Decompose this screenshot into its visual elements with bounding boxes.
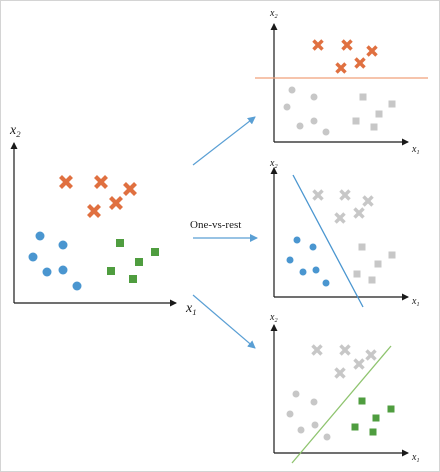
cross-point xyxy=(335,62,347,74)
p1-y-axis-label: x2 xyxy=(269,8,278,20)
circle-point xyxy=(322,279,330,287)
square-point xyxy=(116,239,124,247)
cross-point xyxy=(366,45,378,57)
cross-point xyxy=(94,175,108,189)
p3-points xyxy=(286,344,395,441)
cross-point xyxy=(109,196,123,210)
cross-point xyxy=(312,189,324,201)
main-plot: x2 x1 xyxy=(9,123,197,317)
square-point xyxy=(135,258,143,266)
circle-point xyxy=(311,421,319,429)
circle-point xyxy=(299,268,307,276)
square-point xyxy=(352,117,360,125)
cross-point xyxy=(353,207,365,219)
circle-point xyxy=(292,390,300,398)
arrow-to-square-panel xyxy=(192,294,256,349)
cross-point xyxy=(354,57,366,69)
cross-point xyxy=(365,349,377,361)
cross-point xyxy=(312,39,324,51)
square-point xyxy=(151,248,159,256)
circle-point xyxy=(72,281,82,291)
p2-decision-boundary xyxy=(292,174,364,308)
circle-point xyxy=(283,103,291,111)
square-point xyxy=(129,275,137,283)
circle-point xyxy=(42,267,52,277)
square-point xyxy=(369,428,377,436)
square-point xyxy=(353,270,361,278)
cross-point xyxy=(334,367,346,379)
square-point xyxy=(358,243,366,251)
p3-x-axis-label: x1 xyxy=(411,452,420,464)
cross-point xyxy=(311,344,323,356)
square-point xyxy=(388,251,396,259)
circle-point xyxy=(296,122,304,130)
circle-point xyxy=(28,252,38,262)
square-point xyxy=(374,260,382,268)
square-point xyxy=(351,423,359,431)
square-point xyxy=(370,123,378,131)
circle-point xyxy=(310,398,318,406)
circle-vs-rest-panel: x2 x1 xyxy=(269,158,420,308)
arrows xyxy=(192,116,258,349)
circle-point xyxy=(58,265,68,275)
circle-point xyxy=(310,117,318,125)
p3-y-axis-label: x2 xyxy=(269,312,278,324)
circle-point xyxy=(322,128,330,136)
circle-point xyxy=(293,236,301,244)
p1-x-axis-label: x1 xyxy=(411,144,420,156)
main-y-axis-label: x2 xyxy=(9,123,21,139)
circle-point xyxy=(312,266,320,274)
circle-point xyxy=(286,410,294,418)
square-point xyxy=(388,100,396,108)
caption-one-vs-rest: One-vs-rest xyxy=(190,219,241,231)
square-point xyxy=(387,405,395,413)
cross-vs-rest-panel: x2 x1 xyxy=(255,8,428,156)
main-x-axis-label: x1 xyxy=(185,301,197,317)
square-point xyxy=(358,397,366,405)
cross-point xyxy=(87,204,101,218)
arrow-to-cross-panel xyxy=(192,116,256,166)
cross-point xyxy=(341,39,353,51)
cross-point xyxy=(123,182,137,196)
circle-point xyxy=(323,433,331,441)
square-point xyxy=(372,414,380,422)
circle-point xyxy=(286,256,294,264)
main-points xyxy=(28,175,159,291)
circle-point xyxy=(35,231,45,241)
circle-point xyxy=(297,426,305,434)
cross-point xyxy=(339,189,351,201)
square-point xyxy=(359,93,367,101)
p3-decision-boundary xyxy=(291,345,392,464)
cross-point xyxy=(362,195,374,207)
circle-point xyxy=(288,86,296,94)
p2-points xyxy=(286,189,396,287)
p1-points xyxy=(283,39,396,136)
circle-point xyxy=(309,243,317,251)
p2-y-axis-label: x2 xyxy=(269,158,278,170)
p2-x-axis-label: x1 xyxy=(411,296,420,308)
square-point xyxy=(375,110,383,118)
cross-point xyxy=(59,175,73,189)
square-vs-rest-panel: x2 x1 xyxy=(269,312,420,464)
circle-point xyxy=(58,240,68,250)
circle-point xyxy=(310,93,318,101)
cross-point xyxy=(353,358,365,370)
square-point xyxy=(107,267,115,275)
cross-point xyxy=(339,344,351,356)
square-point xyxy=(368,276,376,284)
cross-point xyxy=(334,212,346,224)
